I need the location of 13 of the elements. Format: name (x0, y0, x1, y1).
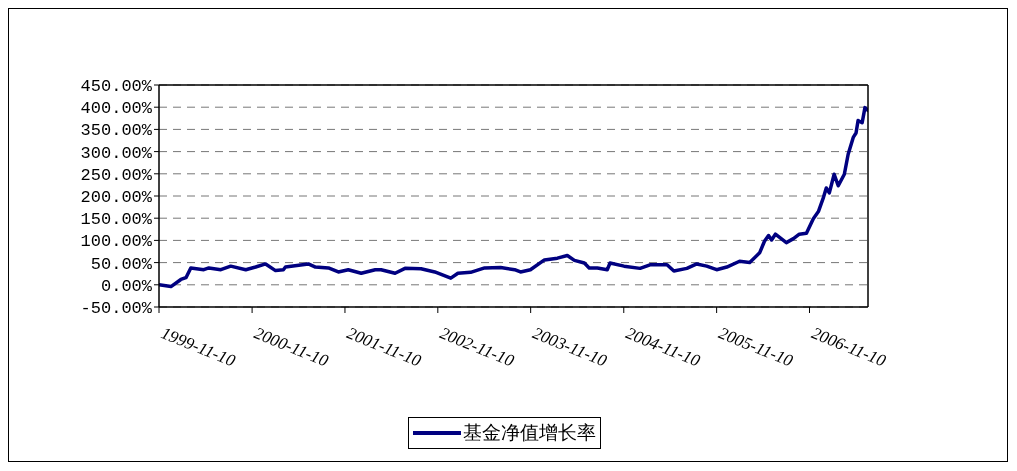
y-tick-label: 0.00% (100, 276, 153, 296)
y-tick-label: 200.00% (80, 188, 153, 208)
legend-label: 基金净值增长率 (461, 420, 596, 445)
y-tick-label: 300.00% (80, 143, 153, 163)
y-tick-label: 150.00% (80, 210, 153, 230)
y-tick-label: -50.00% (80, 299, 153, 319)
y-tick-label: 450.00% (80, 77, 153, 97)
line-series (159, 105, 868, 289)
y-tick-label: 50.00% (90, 254, 153, 274)
y-tick-label: 100.00% (80, 232, 153, 252)
y-tick-label: 400.00% (80, 99, 153, 119)
y-tick-label: 250.00% (80, 165, 153, 185)
y-tick-label: 350.00% (80, 121, 153, 141)
